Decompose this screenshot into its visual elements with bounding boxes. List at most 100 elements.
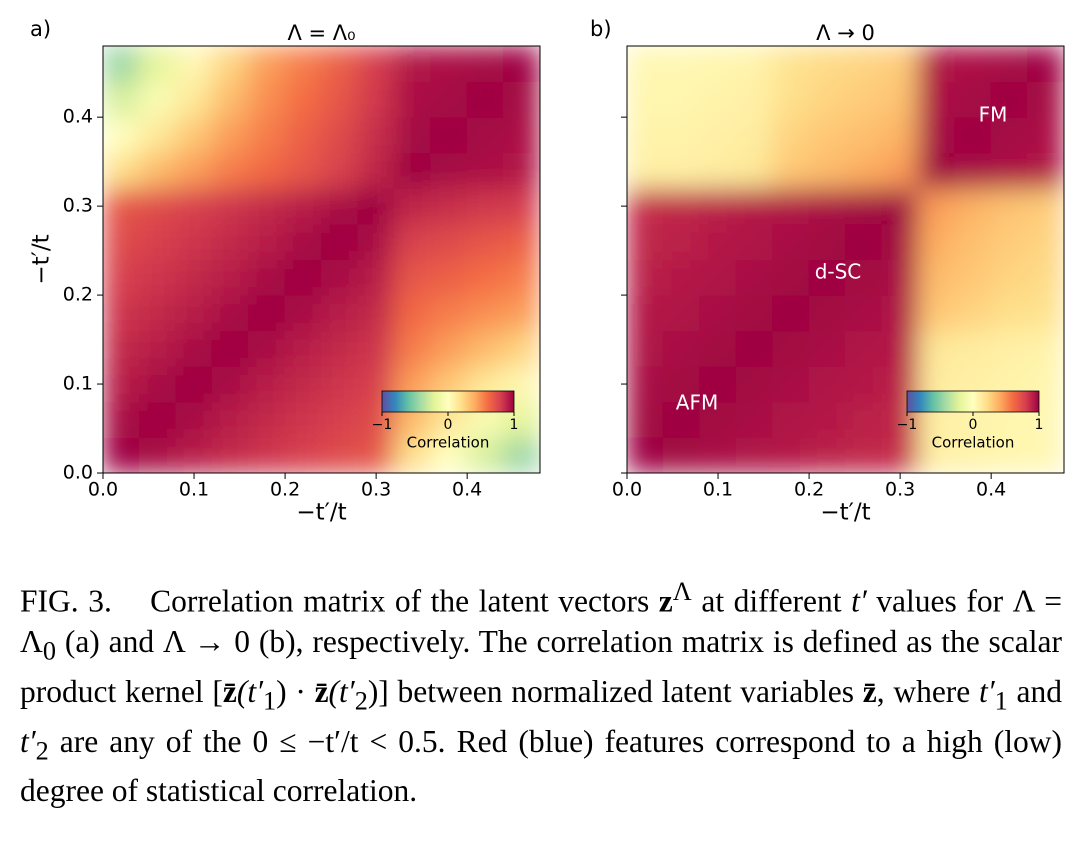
heatmap-cell bbox=[627, 116, 664, 154]
heatmap-cell bbox=[1027, 116, 1064, 154]
heatmap-cell bbox=[248, 294, 286, 332]
x-tick-label: 0.0 bbox=[88, 479, 118, 501]
heatmap-cell bbox=[735, 401, 774, 438]
heatmap-cell bbox=[808, 187, 846, 225]
heatmap-cell bbox=[954, 330, 992, 367]
heatmap-cell bbox=[284, 116, 322, 154]
heatmap-cell bbox=[917, 294, 956, 332]
heatmap-cell bbox=[211, 81, 250, 118]
heatmap-cell bbox=[503, 436, 540, 473]
heatmap-cell bbox=[284, 81, 322, 118]
heatmap-cell bbox=[990, 223, 1029, 260]
heatmap-cell bbox=[321, 187, 359, 225]
heatmap-cell bbox=[917, 46, 956, 83]
caption: FIG. 3. Correlation matrix of the latent… bbox=[20, 572, 1062, 812]
heatmap-cell bbox=[772, 152, 810, 189]
heatmap-cell bbox=[881, 152, 919, 189]
heatmap-cell bbox=[735, 46, 774, 83]
heatmap-cell bbox=[175, 294, 213, 332]
heatmap-cell bbox=[284, 365, 322, 403]
heatmap-cell bbox=[393, 116, 432, 154]
caption-text: Correlation matrix of the latent vectors bbox=[150, 583, 659, 619]
heatmap-cell bbox=[430, 46, 468, 83]
heatmap-cell bbox=[845, 187, 883, 225]
heatmap-cells bbox=[103, 46, 540, 473]
heatmap-cell bbox=[321, 81, 359, 118]
heatmap-cell bbox=[466, 116, 505, 154]
heatmap-cell bbox=[1027, 187, 1064, 225]
heatmap-cell bbox=[954, 294, 992, 332]
heatmap-cell bbox=[393, 81, 432, 118]
heatmap-cell bbox=[503, 259, 540, 296]
heatmap-cell bbox=[990, 294, 1029, 332]
heatmap-cell bbox=[248, 330, 286, 367]
heatmap-cell bbox=[772, 187, 810, 225]
heatmap-cell bbox=[175, 436, 213, 473]
heatmap-cell bbox=[175, 152, 213, 189]
heatmap-cell bbox=[211, 223, 250, 260]
heatmap-cell bbox=[1027, 259, 1064, 296]
heatmap-cell bbox=[735, 365, 774, 403]
heatmap-cell bbox=[881, 81, 919, 118]
heatmap-cell bbox=[699, 330, 737, 367]
heatmap-cell bbox=[284, 436, 322, 473]
heatmap-cell bbox=[211, 294, 250, 332]
caption-text: 1 bbox=[263, 686, 277, 716]
heatmap-cell bbox=[357, 152, 395, 189]
heatmap-cell bbox=[357, 46, 395, 83]
heatmap-cell bbox=[627, 81, 664, 118]
heatmap-cell bbox=[430, 330, 468, 367]
caption-text: , where bbox=[876, 673, 979, 709]
heatmap-cell bbox=[627, 365, 664, 403]
heatmap-cell bbox=[845, 436, 883, 473]
plot-frame bbox=[102, 45, 541, 474]
heatmap-cell bbox=[662, 259, 701, 296]
colorbar-label: Correlation bbox=[407, 434, 490, 452]
heatmap-cell bbox=[321, 223, 359, 260]
heatmap-cell bbox=[138, 46, 177, 83]
heatmap-cell bbox=[954, 187, 992, 225]
heatmap-cell bbox=[845, 46, 883, 83]
heatmap-cell bbox=[103, 294, 140, 332]
heatmap-cell bbox=[735, 187, 774, 225]
heatmap-cell bbox=[248, 152, 286, 189]
heatmap-cell bbox=[917, 330, 956, 367]
x-tick-label: 0.3 bbox=[885, 479, 915, 501]
heatmap-cell bbox=[990, 436, 1029, 473]
heatmap-cell bbox=[627, 152, 664, 189]
heatmap-cell bbox=[881, 116, 919, 154]
heatmap-cell bbox=[990, 116, 1029, 154]
y-tick-label: 0.4 bbox=[63, 106, 93, 128]
heatmap-cell bbox=[466, 294, 505, 332]
colorbar bbox=[381, 390, 515, 413]
heatmap-cell bbox=[393, 259, 432, 296]
heatmap-cell bbox=[321, 152, 359, 189]
heatmap-cell bbox=[917, 259, 956, 296]
heatmap-cell bbox=[881, 46, 919, 83]
heatmap-cell bbox=[466, 187, 505, 225]
heatmap-cell bbox=[699, 401, 737, 438]
colorbar-tick-label: −1 bbox=[372, 417, 393, 433]
heatmap-cell bbox=[138, 187, 177, 225]
heatmap-cell bbox=[175, 187, 213, 225]
heatmap-cell bbox=[954, 259, 992, 296]
heatmap-cell bbox=[808, 223, 846, 260]
heatmap-cell bbox=[393, 152, 432, 189]
annotation: FM bbox=[979, 103, 1008, 127]
heatmap-cell bbox=[627, 294, 664, 332]
heatmap-cell bbox=[430, 259, 468, 296]
caption-text: and bbox=[1007, 673, 1063, 709]
heatmap-cell bbox=[735, 152, 774, 189]
heatmap-cell bbox=[845, 365, 883, 403]
heatmap-cell bbox=[248, 436, 286, 473]
heatmap-cell bbox=[808, 81, 846, 118]
heatmap-cell bbox=[954, 436, 992, 473]
chart-title: Λ = Λ₀ bbox=[287, 21, 355, 45]
heatmap-cell bbox=[211, 187, 250, 225]
heatmap-cell bbox=[662, 46, 701, 83]
caption-text: (t′ bbox=[236, 673, 263, 709]
heatmap-cell bbox=[284, 259, 322, 296]
caption-text: (t′ bbox=[328, 673, 355, 709]
heatmap-cell bbox=[808, 152, 846, 189]
